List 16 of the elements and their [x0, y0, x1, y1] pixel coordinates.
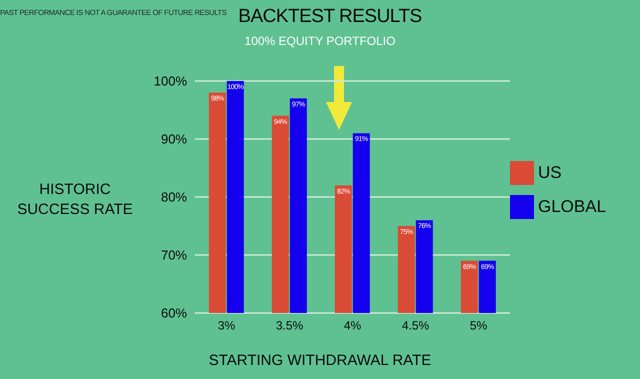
y-tick-label: 90% — [160, 132, 188, 147]
x-axis-title: STARTING WITHDRAWAL RATE — [208, 352, 432, 369]
y-tick-label: 60% — [160, 306, 188, 321]
chart-subtitle: 100% EQUITY PORTFOLIO — [244, 34, 396, 48]
x-tick-label: 3% — [218, 318, 236, 333]
legend-label: US — [538, 162, 562, 182]
y-axis-title: HISTORIC SUCCESS RATE — [16, 180, 134, 220]
x-tick-label: 4% — [344, 318, 362, 333]
y-tick-label: 70% — [160, 248, 188, 263]
x-tick-label: 4.5% — [402, 318, 430, 333]
x-tick-label: 3.5% — [276, 318, 304, 333]
chart-title: BACKTEST RESULTS — [237, 6, 423, 28]
y-tick-label: 80% — [160, 190, 188, 205]
x-tick-label: 5% — [470, 318, 488, 333]
y-tick-label: 100% — [154, 74, 188, 89]
legend-label: GLOBAL — [538, 196, 606, 216]
